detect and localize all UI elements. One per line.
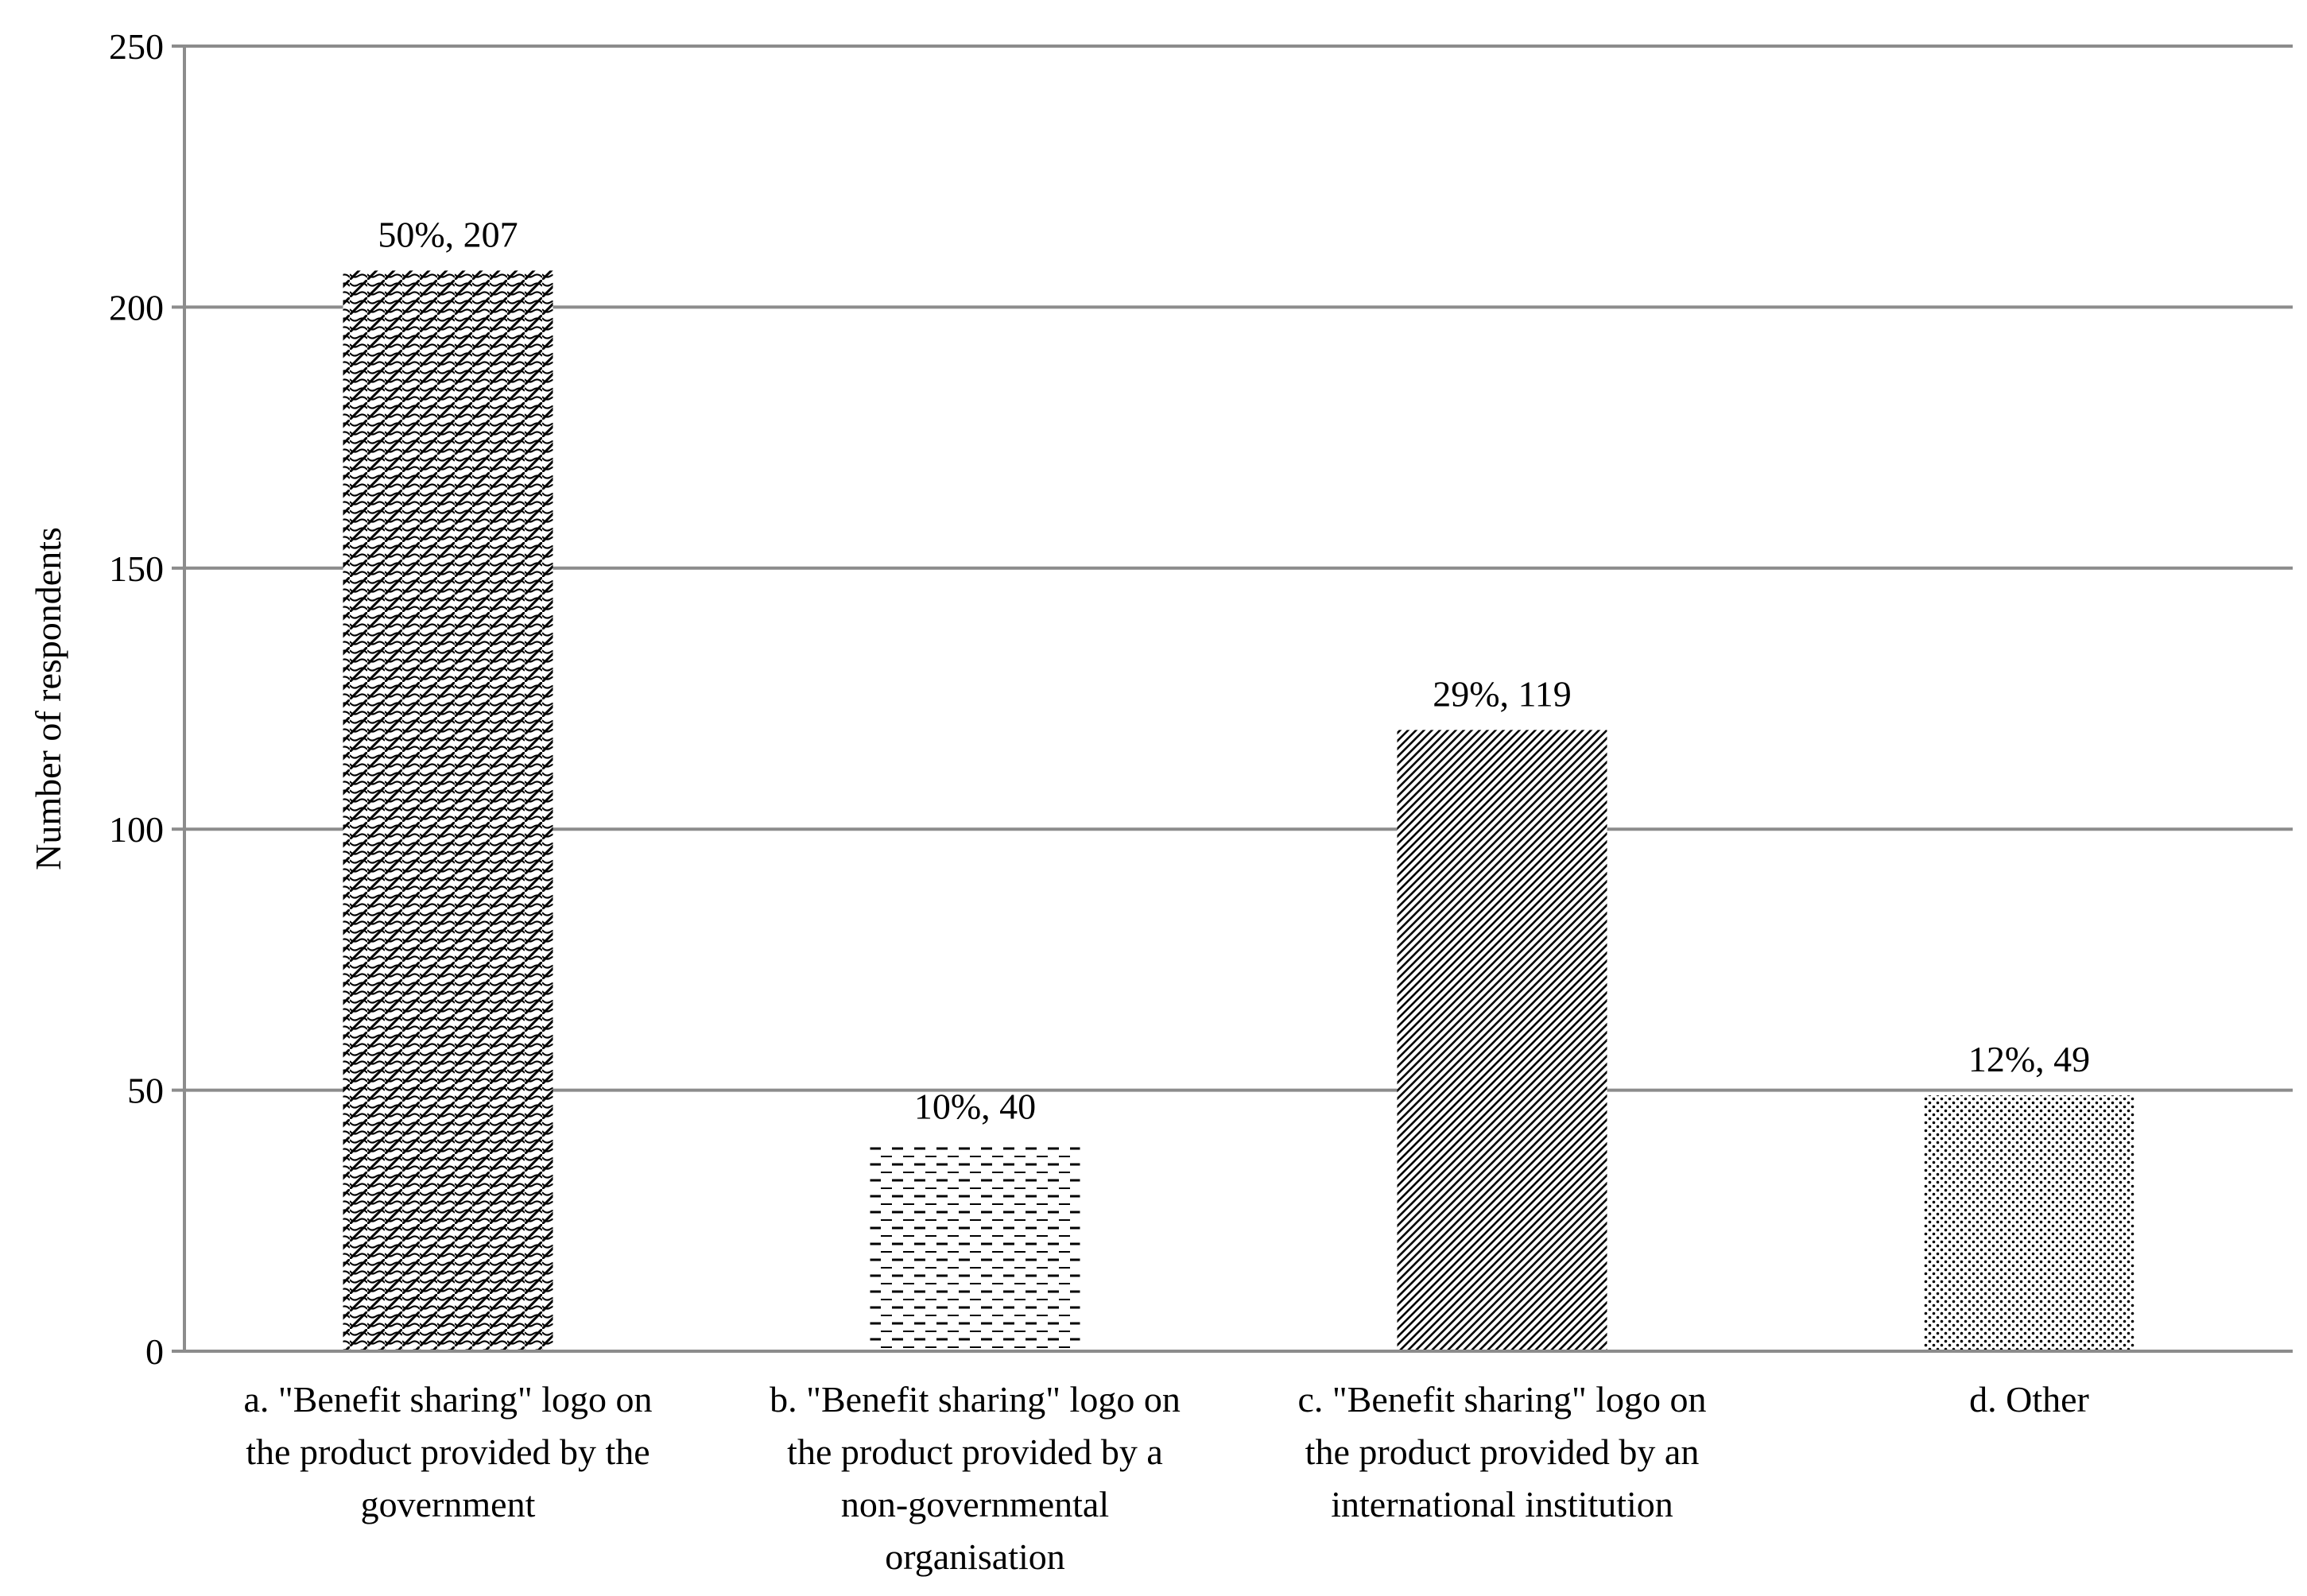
- x-category-label-line: non-governmental: [841, 1484, 1109, 1524]
- y-tick-label: 0: [145, 1331, 164, 1372]
- x-category-label: c. "Benefit sharing" logo on the product …: [1297, 1379, 1706, 1524]
- bar-c: [1397, 730, 1607, 1351]
- y-tick-label: 50: [127, 1071, 164, 1111]
- x-category-label-line: the product provided by a: [787, 1431, 1163, 1472]
- y-tick-label: 200: [109, 287, 164, 327]
- data-label: 12%, 49: [1968, 1039, 2090, 1079]
- bar-b: [870, 1142, 1080, 1351]
- x-category-label-line: the product provided by the: [246, 1431, 649, 1472]
- bar-d: [1924, 1095, 2134, 1351]
- data-label: 29%, 119: [1433, 673, 1572, 714]
- x-category-label-line: organisation: [885, 1536, 1065, 1577]
- y-tick-labels: 0 50 100 150 200 250: [109, 26, 164, 1372]
- y-tick-label: 250: [109, 26, 164, 67]
- bar-a: [343, 270, 553, 1351]
- data-label: 50%, 207: [378, 214, 518, 254]
- axes: [183, 46, 2293, 1353]
- x-category-label: a. "Benefit sharing" logo on the product …: [243, 1379, 652, 1524]
- data-label: 10%, 40: [914, 1086, 1036, 1126]
- x-category-label-line: d. Other: [1969, 1379, 2089, 1420]
- x-category-label-line: international institution: [1331, 1484, 1673, 1524]
- y-tick-label: 150: [109, 548, 164, 589]
- x-category-label-line: c. "Benefit sharing" logo on: [1297, 1379, 1706, 1420]
- y-tick-label: 100: [109, 809, 164, 850]
- x-category-labels: a. "Benefit sharing" logo on the product …: [243, 1379, 2088, 1577]
- y-axis-title: Number of respondents: [28, 527, 68, 870]
- x-category-label-line: the product provided by an: [1305, 1431, 1700, 1472]
- x-category-label: b. "Benefit sharing" logo on the product …: [770, 1379, 1181, 1577]
- bars: [343, 270, 2134, 1351]
- x-category-label-line: government: [361, 1484, 536, 1524]
- x-category-label-line: a. "Benefit sharing" logo on: [243, 1379, 652, 1420]
- x-category-label-line: b. "Benefit sharing" logo on: [770, 1379, 1181, 1420]
- data-labels: 50%, 207 10%, 40 29%, 119 12%, 49: [378, 214, 2090, 1126]
- x-category-label: d. Other: [1969, 1379, 2089, 1420]
